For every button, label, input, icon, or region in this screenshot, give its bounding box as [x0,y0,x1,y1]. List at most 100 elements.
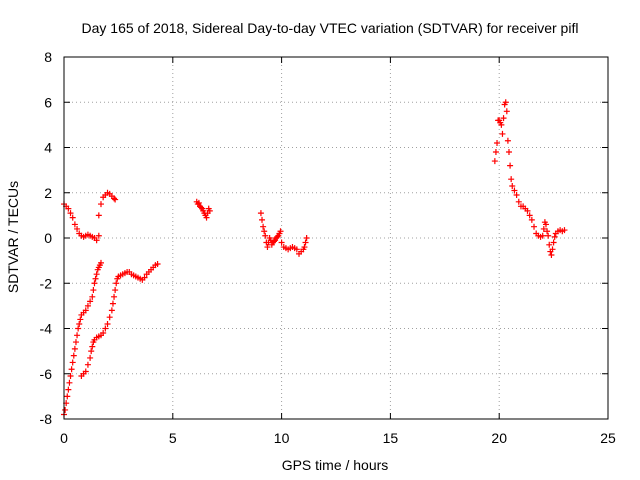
data-point [513,192,520,199]
data-point [91,280,98,287]
data-point [259,216,266,223]
data-point [93,271,100,278]
data-point [68,366,75,373]
data-point [549,246,556,253]
data-point [261,228,268,235]
data-point [88,348,95,355]
data-point [112,196,119,203]
data-point [502,99,509,106]
data-point [526,212,533,219]
data-point [550,239,557,246]
y-tick-label: 4 [44,140,52,156]
data-point [111,293,118,300]
y-axis-label: SDTVAR / TECUs [5,181,21,293]
y-tick-label: -8 [40,411,53,427]
data-point [531,223,538,230]
data-point [97,259,104,266]
data-point [69,359,76,366]
data-point [154,261,161,268]
data-point [264,244,271,251]
data-point [544,228,551,235]
data-point [70,352,77,359]
data-point [303,235,310,241]
data-point [65,386,72,393]
data-point [67,373,74,380]
data-point [198,204,205,211]
y-tick-label: 6 [44,94,52,110]
data-point [95,232,102,239]
data-point [524,207,531,214]
axis-ticks: 0 5 10 15 20 25 -8 -6 -4 -2 0 2 4 6 8 [40,49,616,446]
data-point [270,238,277,245]
data-point [546,241,553,248]
data-point [498,121,505,128]
data-point [503,108,510,115]
data-point [82,368,89,375]
data-point [75,325,82,332]
data-point [508,176,515,183]
data-point [77,316,84,323]
data-point [293,246,300,253]
data-point [509,182,516,189]
data-point [100,330,107,337]
data-point [492,149,499,156]
y-tick-label: 8 [44,49,52,65]
data-point [106,314,113,321]
data-point [87,298,94,305]
data-point [82,307,89,314]
data-point [302,239,309,246]
data-point [72,339,79,346]
data-point [206,207,213,214]
x-tick-label: 25 [600,430,616,446]
data-point [203,214,210,221]
data-point [551,233,558,240]
x-axis-label: GPS time / hours [282,457,389,473]
data-point [505,149,512,156]
data-point [84,361,91,368]
data-point [64,393,71,400]
x-tick-label: 0 [60,430,68,446]
data-point [561,227,568,234]
data-point [539,232,546,239]
data-point [504,137,511,144]
x-tick-label: 10 [274,430,290,446]
data-point [89,293,96,300]
data-point [74,332,81,339]
data-point [95,212,102,219]
data-point [500,115,507,122]
data-point [62,406,69,413]
y-tick-label: -6 [40,366,53,382]
x-tick-label: 20 [491,430,507,446]
data-point [113,280,120,287]
data-point [104,320,111,327]
data-point [69,214,76,221]
data-point [87,354,94,361]
data-point [90,287,97,294]
data-point [494,139,501,146]
y-tick-label: 0 [44,230,52,246]
chart-title: Day 165 of 2018, Sidereal Day-to-day VTE… [82,20,579,36]
x-tick-label: 15 [383,430,399,446]
data-point [491,158,498,165]
data-point [545,232,552,239]
data-point [548,251,555,258]
data-point [274,233,281,240]
data-point [67,210,74,217]
data-point [257,210,264,217]
y-tick-label: 2 [44,185,52,201]
data-point [528,216,535,223]
data-point [278,239,285,246]
data-point [92,275,99,282]
x-tick-label: 5 [169,430,177,446]
data-point [74,225,81,232]
data-point [89,343,96,350]
grid [64,57,608,419]
data-point [540,225,547,232]
data-point [93,237,100,244]
data-point [277,228,284,235]
data-point [507,162,514,169]
data-point [515,198,522,205]
data-point [102,325,109,332]
y-tick-label: -4 [40,321,53,337]
